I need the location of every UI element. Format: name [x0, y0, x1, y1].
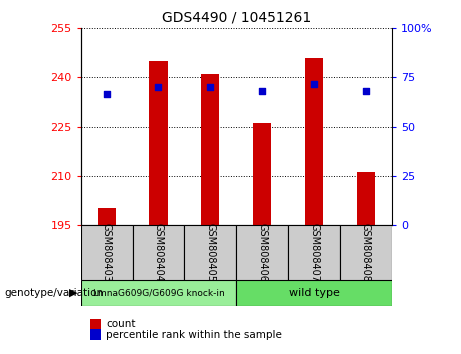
Point [155, 84, 162, 90]
Point [207, 84, 214, 90]
Text: ▶: ▶ [69, 288, 77, 298]
Text: GSM808404: GSM808404 [154, 223, 164, 282]
Text: count: count [106, 319, 136, 329]
Text: GSM808403: GSM808403 [101, 223, 112, 282]
Bar [98, 209, 116, 225]
Bar [305, 58, 323, 225]
Text: GSM808407: GSM808407 [309, 223, 319, 282]
Bar [288, 225, 340, 280]
Text: genotype/variation: genotype/variation [5, 288, 104, 298]
Bar [340, 225, 392, 280]
Point [310, 81, 318, 87]
Bar [184, 225, 236, 280]
Point [103, 91, 110, 97]
Text: percentile rank within the sample: percentile rank within the sample [106, 330, 282, 339]
Title: GDS4490 / 10451261: GDS4490 / 10451261 [162, 10, 311, 24]
Point [362, 88, 370, 93]
Bar [236, 225, 288, 280]
Text: GSM808406: GSM808406 [257, 223, 267, 282]
Bar [81, 225, 133, 280]
Bar [149, 61, 167, 225]
Text: LmnaG609G/G609G knock-in: LmnaG609G/G609G knock-in [93, 289, 225, 297]
Bar [133, 225, 184, 280]
Bar [201, 74, 219, 225]
Bar [357, 172, 375, 225]
Point [259, 88, 266, 93]
Bar [236, 280, 392, 306]
Text: GSM808408: GSM808408 [361, 223, 371, 282]
Text: GSM808405: GSM808405 [205, 223, 215, 282]
Bar [81, 280, 236, 306]
Bar [253, 123, 271, 225]
Text: wild type: wild type [289, 288, 339, 298]
